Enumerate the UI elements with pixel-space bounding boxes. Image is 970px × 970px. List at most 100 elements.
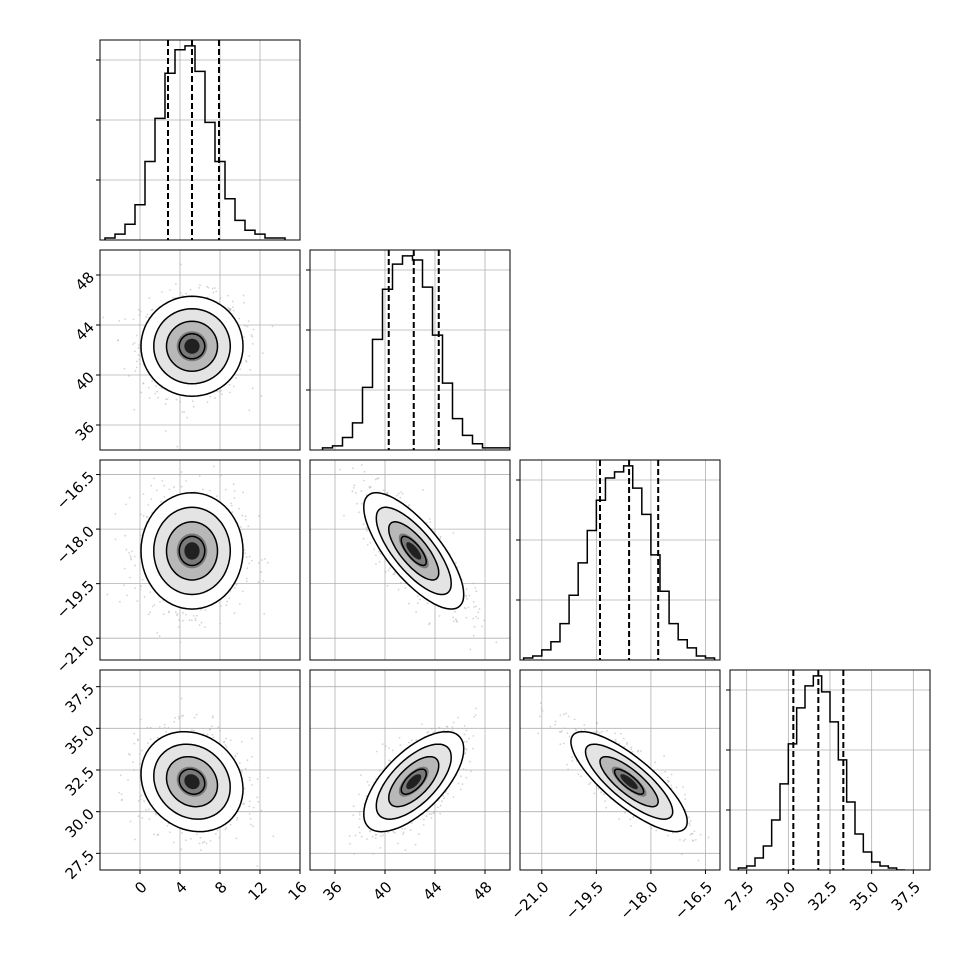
sample-point	[363, 470, 366, 473]
sample-point	[251, 737, 254, 740]
sample-point	[126, 594, 128, 597]
sample-point	[229, 823, 232, 826]
sample-point	[415, 611, 417, 613]
sample-point	[245, 360, 248, 363]
sample-point	[174, 717, 177, 719]
sample-point	[211, 287, 214, 290]
sample-point	[225, 827, 228, 829]
density-contour	[153, 743, 231, 820]
sample-point	[198, 842, 201, 845]
sample-point	[400, 581, 402, 584]
sample-point	[462, 768, 465, 770]
sample-point	[472, 747, 474, 750]
sample-point	[164, 430, 167, 432]
sample-point	[179, 473, 181, 476]
density-contour	[388, 755, 440, 808]
sample-point	[366, 544, 369, 546]
sample-point	[554, 720, 557, 723]
x-tick-label: 40	[370, 878, 396, 904]
sample-point	[467, 606, 470, 609]
sample-point	[439, 804, 442, 807]
sample-point	[181, 294, 184, 297]
sample-point	[379, 847, 382, 849]
sample-point	[245, 556, 248, 559]
sample-point	[177, 626, 180, 628]
sample-point	[422, 818, 425, 821]
sample-point	[460, 775, 462, 778]
sample-point	[358, 813, 361, 816]
sample-point	[236, 816, 239, 819]
sample-point	[362, 523, 365, 526]
sample-point	[452, 721, 455, 724]
sample-point	[599, 731, 601, 734]
sample-point	[136, 738, 139, 740]
sample-point	[199, 284, 201, 286]
sample-point	[422, 824, 425, 826]
sample-point	[139, 798, 142, 801]
sample-point	[167, 726, 170, 729]
sample-point	[216, 829, 219, 832]
sample-point	[139, 534, 142, 537]
sample-point	[465, 748, 468, 751]
sample-point	[134, 370, 137, 372]
sample-point	[402, 831, 405, 834]
sample-point	[245, 580, 248, 583]
sample-point	[142, 514, 145, 517]
sample-point	[146, 726, 149, 729]
sample-point	[381, 743, 384, 746]
sample-point	[481, 625, 483, 628]
sample-point	[478, 608, 481, 610]
sample-point	[160, 500, 163, 503]
sample-point	[229, 310, 232, 312]
sample-point	[472, 582, 475, 585]
sample-point	[214, 397, 216, 399]
sample-point	[137, 800, 140, 802]
sample-point	[466, 597, 468, 600]
sample-point	[218, 836, 221, 839]
sample-point	[132, 761, 134, 763]
sample-point	[300, 819, 302, 821]
sample-point	[154, 392, 157, 395]
sample-point	[154, 812, 157, 814]
sample-point	[145, 315, 148, 318]
sample-point	[355, 492, 357, 494]
sample-point	[250, 823, 252, 826]
sample-point	[366, 780, 369, 783]
sample-point	[408, 741, 410, 744]
sample-point	[417, 595, 419, 598]
y-tick-label: 35.0	[62, 722, 98, 758]
sample-point	[149, 738, 152, 741]
panel-3-2: −21.0 −19.5 −18.0 −16.5	[507, 669, 721, 923]
sample-point	[368, 784, 371, 787]
x-tick-label: 48	[470, 878, 496, 904]
sample-point	[191, 400, 194, 403]
x-tick-label: 0	[131, 878, 150, 897]
sample-point	[246, 325, 249, 328]
sample-point	[169, 289, 171, 291]
sample-point	[619, 732, 622, 735]
sample-point	[178, 717, 181, 720]
sample-point	[137, 308, 140, 311]
sample-point	[195, 713, 198, 716]
sample-point	[622, 737, 625, 740]
sample-point	[469, 648, 472, 651]
sample-point	[452, 620, 455, 623]
sample-point	[472, 600, 475, 603]
sample-point	[176, 614, 178, 617]
sample-point	[179, 641, 182, 644]
sample-point	[180, 263, 182, 266]
panel-plot-area	[520, 460, 720, 660]
sample-point	[563, 727, 566, 730]
sample-point	[249, 818, 252, 820]
sample-point	[224, 828, 227, 831]
sample-point	[694, 839, 697, 841]
sample-point	[239, 526, 242, 528]
sample-point	[455, 619, 458, 622]
sample-point	[468, 594, 471, 597]
sample-point	[161, 480, 164, 482]
sample-point	[386, 584, 389, 587]
sample-point	[363, 479, 365, 482]
sample-point	[213, 287, 216, 289]
sample-point	[217, 726, 220, 729]
